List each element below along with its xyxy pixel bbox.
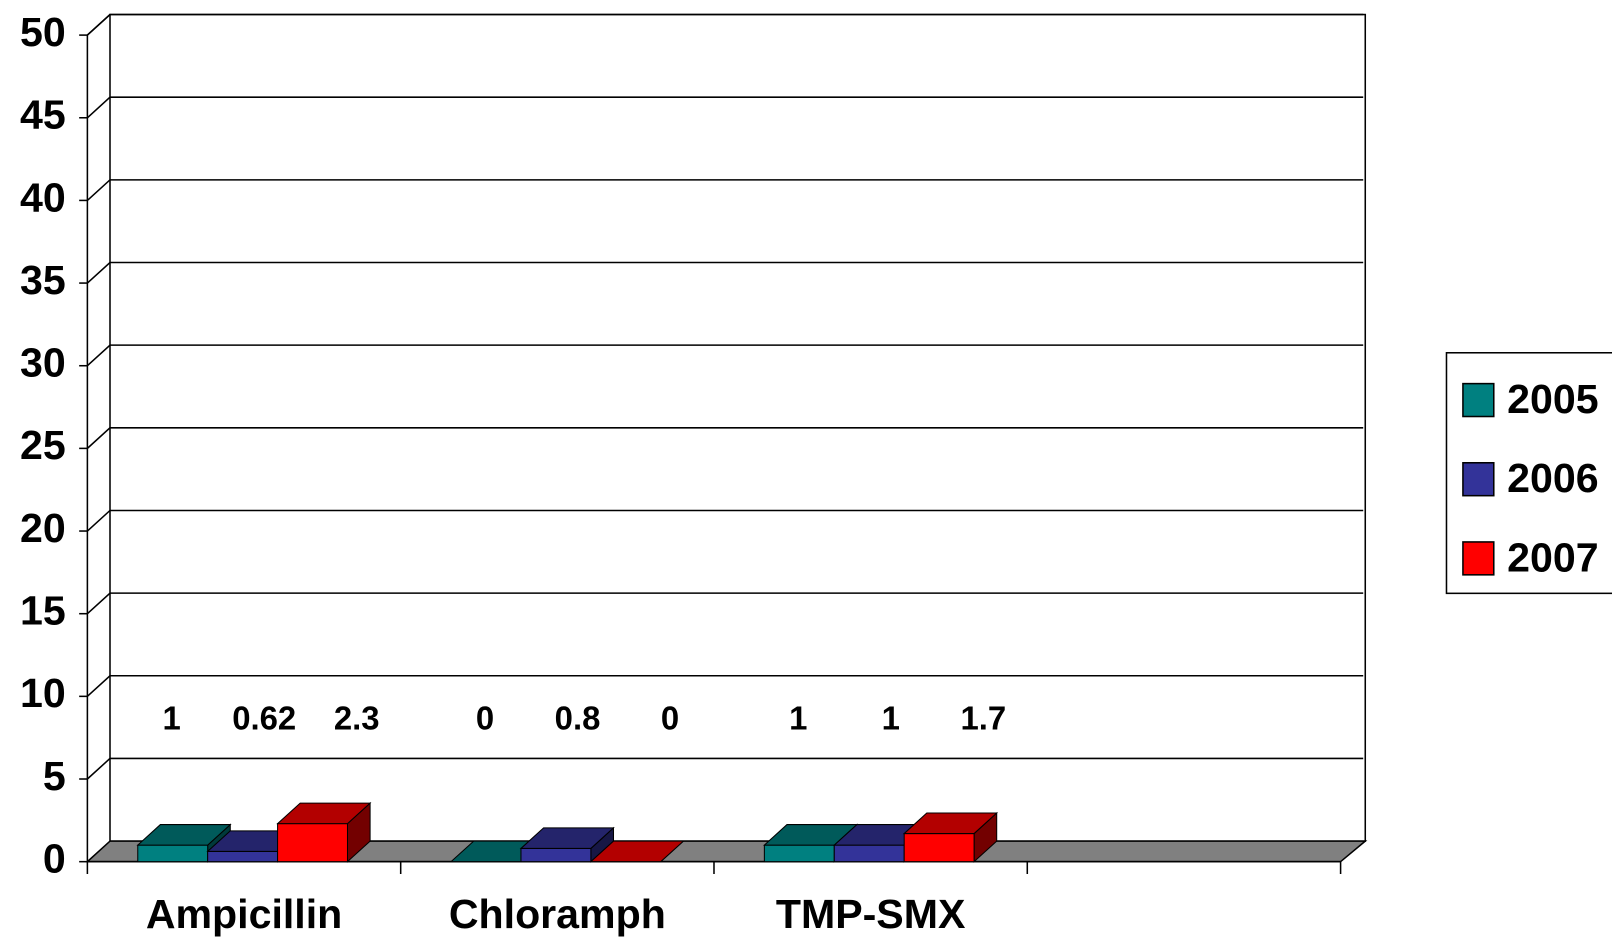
- bar-top: [902, 812, 999, 835]
- data-label: 1: [882, 700, 900, 737]
- legend-label: 2007: [1507, 534, 1598, 580]
- bar: [763, 844, 835, 863]
- data-label: 1: [163, 700, 181, 737]
- y-tick-label: 10: [20, 670, 66, 716]
- bar-top: [519, 827, 615, 849]
- legend-swatch: [1462, 382, 1495, 418]
- y-tick-label: 30: [20, 340, 66, 386]
- grid-line: [86, 96, 1364, 119]
- y-tick-label: 15: [20, 588, 66, 634]
- x-tick-label: Ampicillin: [146, 891, 342, 937]
- legend-swatch: [1462, 541, 1495, 576]
- x-tick-label: Chloramph: [449, 891, 666, 937]
- bar-top: [136, 824, 232, 846]
- legend-label: 2005: [1507, 376, 1598, 422]
- y-tick-label: 50: [20, 9, 66, 55]
- data-label: 2.3: [334, 700, 380, 737]
- data-label: 0.62: [232, 700, 296, 737]
- legend-label: 2006: [1507, 455, 1598, 501]
- grid-line: [86, 13, 1364, 36]
- bar: [520, 847, 592, 863]
- bar: [833, 844, 905, 863]
- bar: [207, 850, 279, 863]
- data-label: 1.7: [960, 700, 1006, 737]
- y-tick-label: 20: [20, 505, 66, 551]
- bar-top: [276, 802, 372, 825]
- x-tick-label: TMP-SMX: [776, 891, 966, 937]
- grid-line: [86, 179, 1364, 201]
- data-label: 0.8: [555, 700, 601, 737]
- bar: [277, 823, 348, 863]
- data-label: 0: [661, 700, 679, 737]
- grid-line: [86, 592, 1364, 615]
- grid-line: [86, 427, 1364, 449]
- data-label: 1: [789, 700, 807, 737]
- bar-top: [589, 840, 685, 863]
- grid-line: [86, 261, 1364, 284]
- grid-line: [86, 509, 1364, 532]
- y-tick-label: 40: [20, 174, 66, 220]
- grid-line: [86, 675, 1364, 697]
- legend-swatch: [1462, 462, 1495, 497]
- grid-line: [86, 344, 1364, 367]
- data-label: 0: [476, 700, 494, 737]
- bar: [903, 833, 975, 863]
- y-tick-label: 0: [43, 836, 66, 882]
- y-tick-label: 5: [43, 753, 66, 799]
- grid-line: [86, 757, 1364, 780]
- y-tick-label: 35: [20, 257, 66, 303]
- y-tick-label: 45: [20, 92, 66, 138]
- y-tick-label: 25: [20, 422, 66, 468]
- bar: [137, 844, 209, 863]
